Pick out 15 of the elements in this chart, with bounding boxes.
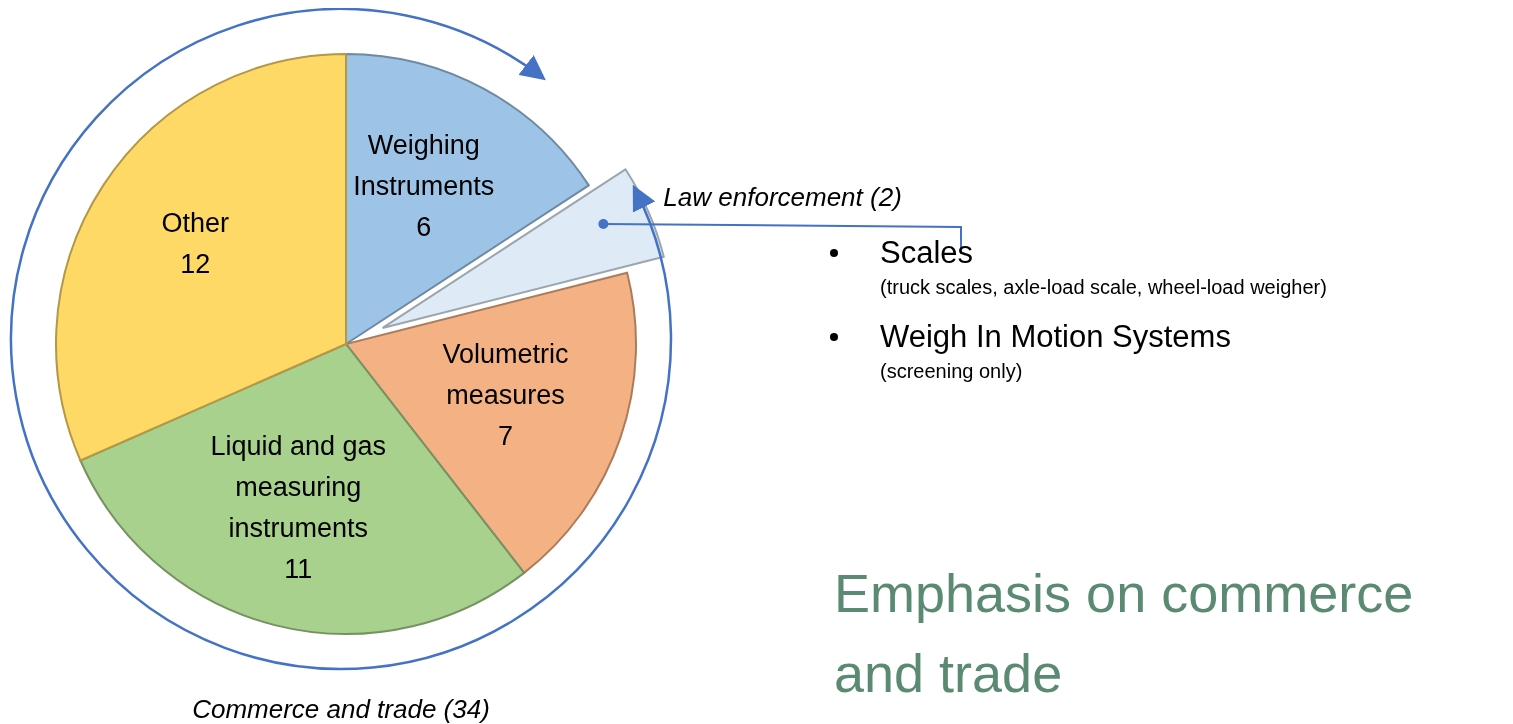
slice-label: Weighing Instruments <box>353 129 495 201</box>
data-label: 7 <box>498 421 514 452</box>
slice-label: Volumetric measures <box>442 339 569 411</box>
text: (screening only) <box>880 359 1024 384</box>
data-label: 6 <box>416 211 432 242</box>
data-label: 11 <box>284 554 313 585</box>
text: Emphasis on commerce and trade <box>834 562 1415 705</box>
text: (truck scales, axle-load scale, wheel-load weigher) <box>880 275 1327 300</box>
slice-label: Liquid and gas measuring instruments <box>210 431 387 544</box>
text: Scales <box>880 234 975 272</box>
text: Commerce and trade (34) <box>191 694 491 724</box>
text: Weigh In Motion Systems <box>880 318 1231 356</box>
data-label: 12 <box>180 249 211 280</box>
slice-label: Law enforcement (2) <box>663 181 902 212</box>
slice-label: Other <box>161 208 230 239</box>
